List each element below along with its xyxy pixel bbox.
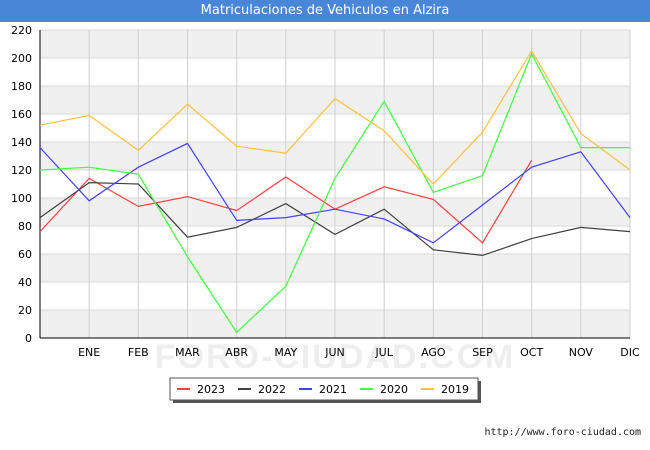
y-tick-label: 220 bbox=[11, 24, 32, 37]
chart-title: Matriculaciones de Vehiculos en Alzira bbox=[0, 0, 650, 22]
series-line-2022 bbox=[39, 181, 631, 257]
x-tick-label: FEB bbox=[128, 346, 149, 359]
y-tick-label: 140 bbox=[11, 136, 32, 149]
x-tick-label: DIC bbox=[620, 346, 640, 359]
y-tick-label: 160 bbox=[11, 108, 32, 121]
legend-label: 2022 bbox=[258, 383, 286, 396]
series-lines bbox=[39, 49, 631, 334]
y-tick-label: 200 bbox=[11, 52, 32, 65]
y-tick-label: 180 bbox=[11, 80, 32, 93]
series-line-2019 bbox=[39, 49, 631, 185]
x-tick-label: OCT bbox=[520, 346, 543, 359]
watermark: FORO-CIUDAD.COM bbox=[155, 338, 516, 376]
y-tick-labels: 0 20 40 60 80 100 120 140 160 180 200 220 bbox=[11, 24, 32, 345]
series-line-2023 bbox=[39, 159, 533, 244]
y-tick-label: 20 bbox=[18, 304, 32, 317]
y-tick-label: 80 bbox=[18, 220, 32, 233]
x-tick-labels: ENE FEB MAR ABR MAY JUN JUL AGO SEP OCT NOV DIC bbox=[78, 346, 640, 359]
x-tick-label: AGO bbox=[421, 346, 446, 359]
series-line-2021 bbox=[39, 142, 631, 244]
x-tick-label: JUL bbox=[374, 346, 393, 359]
legend: 2023 2022 2021 2020 2019 bbox=[169, 377, 481, 403]
x-tick-label: ENE bbox=[78, 346, 100, 359]
y-tick-label: 100 bbox=[11, 192, 32, 205]
y-tick-label: 0 bbox=[25, 332, 32, 345]
y-tick-label: 120 bbox=[11, 164, 32, 177]
x-tick-label: ABR bbox=[225, 346, 248, 359]
footer-url[interactable]: http://www.foro-ciudad.com bbox=[484, 427, 641, 438]
legend-label: 2021 bbox=[319, 383, 347, 396]
legend-label: 2019 bbox=[441, 383, 469, 396]
legend-label: 2020 bbox=[380, 383, 408, 396]
legend-label: 2023 bbox=[197, 383, 225, 396]
x-tick-label: SEP bbox=[472, 346, 493, 359]
axes bbox=[39, 30, 630, 339]
legend-box bbox=[169, 377, 479, 401]
series-line-2020 bbox=[39, 52, 630, 334]
grid-lines bbox=[40, 29, 631, 339]
x-tick-label: NOV bbox=[569, 346, 594, 359]
x-tick-label: MAR bbox=[175, 346, 200, 359]
x-tick-label: JUN bbox=[324, 346, 345, 359]
x-tick-label: MAY bbox=[274, 346, 297, 359]
y-tick-label: 40 bbox=[18, 276, 32, 289]
y-tick-label: 60 bbox=[18, 248, 32, 261]
